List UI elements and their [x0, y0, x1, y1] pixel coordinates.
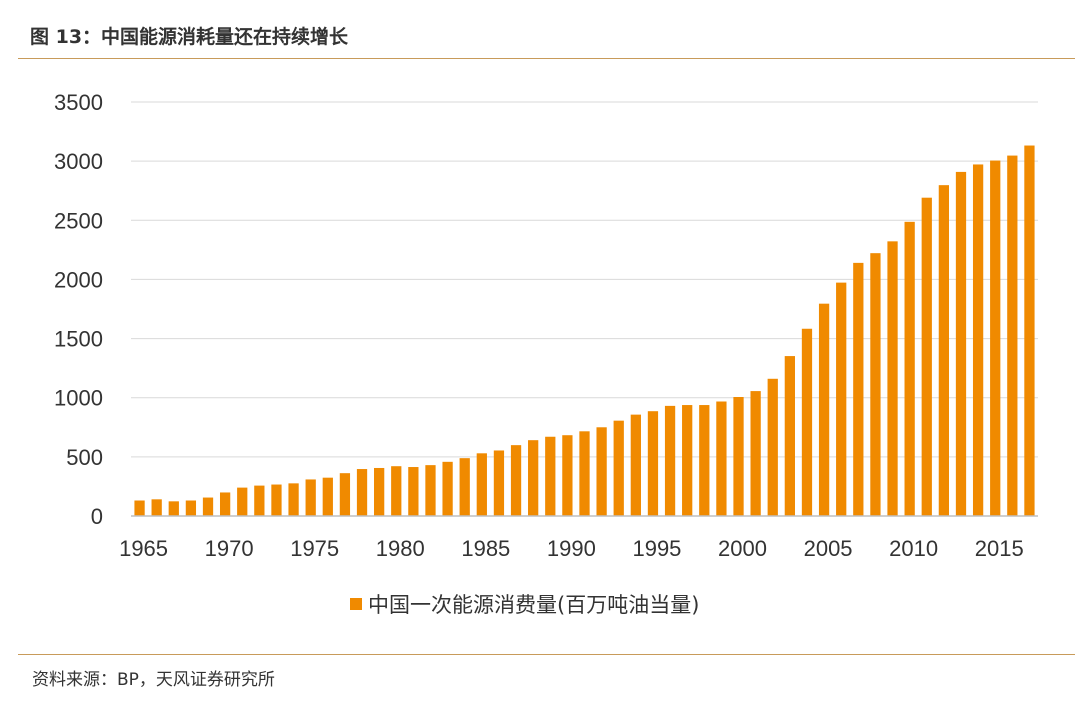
bar-1975	[305, 479, 316, 516]
x-tick-label-2005: 2005	[804, 536, 853, 561]
x-tick-label-1970: 1970	[205, 536, 254, 561]
bar-1999	[716, 401, 727, 516]
bar-2002	[767, 378, 778, 516]
x-tick-label-1975: 1975	[290, 536, 339, 561]
bar-1987	[510, 445, 522, 516]
bar-1996	[664, 405, 676, 516]
bar-1970	[219, 492, 231, 516]
x-tick-label-1990: 1990	[547, 536, 596, 561]
x-tick-label-1985: 1985	[461, 536, 510, 561]
bar-1974	[288, 483, 299, 516]
y-tick-label-2000: 2000	[54, 267, 103, 292]
bar-2011	[921, 197, 932, 516]
bar-1967	[168, 501, 179, 516]
legend-label: 中国一次能源消费量(百万吨油当量)	[368, 593, 699, 617]
bar-2012	[938, 185, 950, 517]
bar-2010	[904, 221, 915, 516]
bar-1980	[391, 466, 402, 516]
x-tick-label-1965: 1965	[119, 536, 168, 561]
legend-swatch	[350, 598, 362, 610]
bar-1986	[493, 450, 505, 516]
bar-2013	[955, 171, 967, 516]
figure-title: 图 13：中国能源消耗量还在持续增长	[30, 26, 349, 48]
bar-1978	[356, 469, 368, 516]
y-axis-tick-labels: 0 500 1000 1500 2000 2500 3000 3500	[54, 90, 103, 529]
bar-2005	[818, 303, 830, 516]
bar-2006	[836, 282, 847, 516]
gridlines	[131, 101, 1038, 458]
bar-2003	[784, 356, 795, 516]
x-tick-label-2015: 2015	[975, 536, 1024, 561]
bar-2017	[1024, 145, 1035, 516]
bar-2009	[887, 241, 898, 516]
y-tick-label-1000: 1000	[54, 386, 103, 411]
bar-1994	[630, 414, 641, 516]
x-tick-label-1980: 1980	[376, 536, 425, 561]
y-tick-label-2500: 2500	[54, 208, 103, 233]
bar-2016	[1007, 155, 1018, 516]
title-divider	[18, 58, 1075, 59]
bar-1985	[476, 453, 487, 516]
bar-1988	[528, 440, 539, 516]
x-tick-label-2010: 2010	[889, 536, 938, 561]
bar-1984	[459, 458, 470, 516]
bar-1997	[682, 405, 693, 516]
bar-1968	[185, 500, 197, 516]
y-tick-label-500: 500	[66, 445, 103, 470]
bar-1982	[425, 465, 436, 516]
bars	[134, 145, 1035, 517]
bar-2001	[750, 391, 761, 516]
bar-1972	[254, 485, 265, 516]
y-tick-label-3000: 3000	[54, 149, 103, 174]
bar-1969	[202, 497, 214, 516]
x-tick-label-1995: 1995	[632, 536, 681, 561]
bar-1991	[579, 431, 590, 516]
y-tick-label-0: 0	[91, 504, 103, 529]
y-tick-label-3500: 3500	[54, 90, 103, 115]
bar-1976	[322, 477, 333, 516]
bar-1977	[339, 473, 351, 516]
source-note: 资料来源：BP，天风证券研究所	[32, 670, 275, 690]
legend: 中国一次能源消费量(百万吨油当量)	[350, 593, 699, 617]
bar-1973	[271, 484, 282, 516]
bar-1971	[237, 487, 248, 516]
y-tick-label-1500: 1500	[54, 327, 103, 352]
bar-1993	[613, 420, 624, 516]
bar-1995	[647, 411, 659, 516]
bar-2000	[733, 397, 744, 516]
x-axis-tick-labels: 1965 1970 1975 1980 1985 1990 1995 2000 2005 2010…	[119, 536, 1024, 561]
bar-1965	[134, 500, 145, 516]
bar-2007	[853, 262, 864, 516]
bar-1989	[545, 436, 556, 516]
bar-2015	[990, 160, 1001, 516]
bar-2008	[870, 253, 881, 517]
bar-2004	[801, 328, 813, 516]
bar-1992	[596, 427, 607, 516]
source-divider	[18, 654, 1075, 655]
bar-1990	[562, 435, 573, 516]
bar-2014	[972, 164, 984, 516]
bar-1998	[699, 405, 710, 516]
bar-1979	[374, 467, 385, 516]
bar-1981	[408, 467, 419, 516]
bar-1983	[442, 461, 453, 516]
x-tick-label-2000: 2000	[718, 536, 767, 561]
bar-1966	[151, 499, 162, 516]
